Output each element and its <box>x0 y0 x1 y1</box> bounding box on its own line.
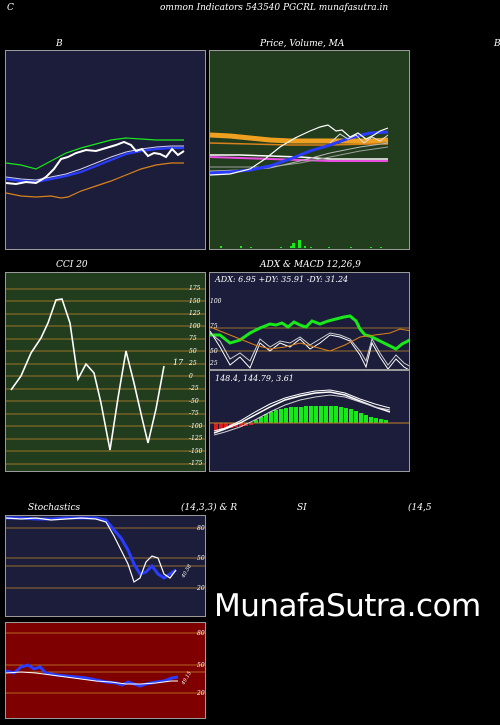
rsi-tick: 50 <box>197 662 205 669</box>
cci-tick: 125 <box>189 310 201 317</box>
adx-tick: 100 <box>210 298 222 305</box>
ma-orange-thin <box>210 142 388 146</box>
cci-title: CCI 20 <box>56 260 88 270</box>
cci-tick: -175 <box>189 460 203 467</box>
rsi-tick: 80 <box>197 630 205 637</box>
stochastics-tick: 80 <box>197 525 205 532</box>
right-edge-title: B <box>494 39 500 49</box>
cci-tick: -25 <box>189 385 199 392</box>
adx-chart: 100 75 50 25 <box>210 298 409 369</box>
minus-dy-line <box>210 332 409 367</box>
ma-gray-1 <box>210 146 389 168</box>
bollinger-chart <box>6 137 185 199</box>
cci-line <box>10 298 165 451</box>
cci-tick: -50 <box>189 398 199 405</box>
stochastics-d-line <box>6 517 177 583</box>
adx-tick: 25 <box>210 360 218 367</box>
bollinger-title: B <box>56 39 63 49</box>
rsi-params: (14,5 <box>408 503 432 513</box>
adx-tick: 75 <box>210 323 218 330</box>
stochastics-k-line <box>6 516 177 580</box>
cci-tick: 175 <box>189 285 201 292</box>
macd-panel: 148.4, 144.79, 3.61 <box>209 370 410 472</box>
macd-line <box>213 391 391 434</box>
watermark: MunafaSutra.com <box>214 588 481 624</box>
cci-tick: 25 <box>188 360 197 367</box>
rsi-line-white <box>6 671 178 685</box>
bollinger-price-line <box>6 140 185 186</box>
rsi-chart: 80 50 20 49.15 <box>6 630 205 697</box>
cci-gridlines <box>6 288 205 465</box>
adx-line <box>210 314 409 351</box>
cci-tick: 150 <box>189 298 201 305</box>
page-title: ommon Indicators 543540 PGCRL munafasutr… <box>160 3 389 13</box>
adx-orange-line <box>210 326 409 352</box>
cci-panel: 175 150 125 100 75 50 25 0 -25 -50 -75 -… <box>5 272 206 472</box>
cci-value-label: 17 <box>173 358 184 367</box>
macd-histogram-positive <box>254 406 388 423</box>
price-ma-chart <box>210 124 389 248</box>
cci-tick: -75 <box>189 410 199 417</box>
cci-tick: 75 <box>189 335 197 342</box>
bollinger-ma-line <box>6 145 184 181</box>
cci-tick: 0 <box>189 373 193 380</box>
adx-tick: 50 <box>210 348 218 355</box>
rsi-axis-ticks: 80 50 20 <box>196 630 205 697</box>
cci-axis-ticks: 175 150 125 100 75 50 25 0 -25 -50 -75 -… <box>188 285 203 467</box>
adx-values-label: ADX: 6.95 +DY: 35.91 -DY: 31.24 <box>215 275 349 284</box>
stochastics-gridlines <box>6 527 205 589</box>
stochastics-panel: 80 50 20 40.58 <box>5 515 206 617</box>
macd-extra-line <box>213 389 391 432</box>
rsi-gridlines <box>6 632 205 694</box>
macd-chart <box>210 389 409 436</box>
stochastics-tick: 20 <box>196 585 205 592</box>
macd-signal-line <box>213 394 391 436</box>
ma-white-curve <box>210 124 389 176</box>
header-left-letter: C <box>7 3 14 13</box>
rsi-tick: 20 <box>196 690 205 697</box>
rsi-value-label: 49.15 <box>180 671 193 687</box>
plus-dy-line <box>210 330 409 369</box>
ma-white-curve-2 <box>329 133 389 144</box>
stochastics-chart: 80 50 20 40.58 <box>6 516 205 592</box>
cci-tick: 50 <box>189 348 197 355</box>
cci-chart: 175 150 125 100 75 50 25 0 -25 -50 -75 -… <box>6 285 205 467</box>
bollinger-lower-band <box>6 162 184 199</box>
ma-pink <box>210 156 388 162</box>
ma-white-flat <box>210 154 388 160</box>
bollinger-upper-band <box>6 137 184 170</box>
cci-tick: -125 <box>189 435 203 442</box>
adx-panel: 100 75 50 25 ADX: 6.95 +DY: 35.91 -DY: 3… <box>209 272 410 370</box>
cci-tick: -100 <box>189 423 203 430</box>
volume-bars <box>220 240 382 248</box>
cci-tick: 100 <box>189 323 201 330</box>
cci-tick: -150 <box>189 448 203 455</box>
adx-axis-ticks: 100 75 50 25 <box>210 298 222 367</box>
price-ma-panel <box>209 50 410 250</box>
stochastics-axis-ticks: 80 50 20 <box>196 525 205 592</box>
stochastics-params: (14,3,3) & R <box>181 503 238 513</box>
ma-orange-thick <box>210 132 389 144</box>
stochastics-title: Stochastics <box>28 503 81 513</box>
adx-gridlines <box>210 327 409 352</box>
rsi-panel: 80 50 20 49.15 <box>5 622 206 719</box>
price-ma-title: Price, Volume, MA <box>260 39 345 49</box>
bollinger-panel <box>5 50 206 250</box>
rsi-title: SI <box>297 503 307 513</box>
adx-macd-title: ADX & MACD 12,26,9 <box>260 260 361 270</box>
stochastics-tick: 50 <box>197 555 205 562</box>
macd-values-label: 148.4, 144.79, 3.61 <box>215 374 294 383</box>
